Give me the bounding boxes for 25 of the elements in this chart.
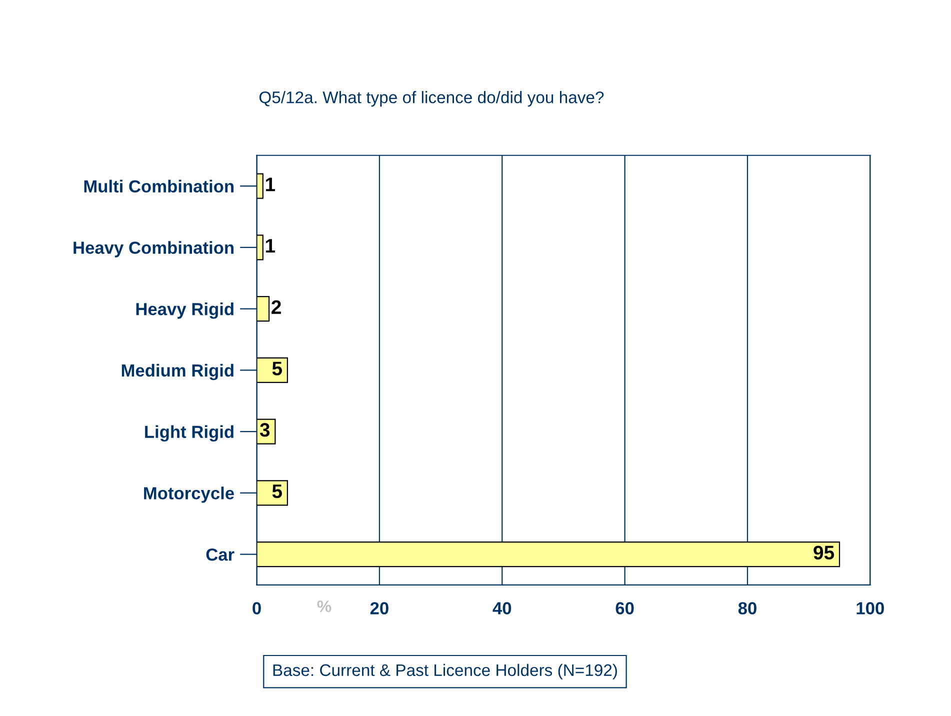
x-tick-label: 80 bbox=[738, 602, 756, 614]
y-tick-label: Heavy Rigid bbox=[136, 302, 234, 319]
data-label: 2 bbox=[272, 300, 281, 314]
data-label: 1 bbox=[266, 178, 276, 192]
x-tick-label: 40 bbox=[492, 602, 512, 614]
y-tick-label: Light Rigid bbox=[145, 425, 234, 442]
y-tick-label: Heavy Combination bbox=[74, 241, 234, 258]
bar bbox=[256, 541, 840, 568]
x-tick-label: 60 bbox=[616, 602, 634, 614]
chart-title: Q5/12a. What type of licence do/did you have? bbox=[259, 91, 604, 107]
data-label: 3 bbox=[260, 422, 270, 437]
x-tick-label: 0 bbox=[252, 602, 261, 614]
x-tick-label: 20 bbox=[370, 602, 388, 614]
y-tick-label: Medium Rigid bbox=[122, 364, 234, 380]
data-label: 95 bbox=[814, 546, 834, 560]
y-tick-label: Car bbox=[206, 548, 234, 561]
data-label: 1 bbox=[266, 239, 276, 252]
bar bbox=[256, 296, 270, 322]
text: Base: Current & Past Licence Holders (N=192) bbox=[273, 664, 617, 680]
data-label: 5 bbox=[272, 362, 282, 376]
data-label: 5 bbox=[272, 484, 282, 498]
y-tick-label: Motorcycle bbox=[144, 486, 234, 503]
y-tick-label: Multi Combination bbox=[84, 180, 234, 193]
x-axis-title: % bbox=[317, 600, 332, 612]
x-tick-label: 100 bbox=[856, 602, 884, 614]
